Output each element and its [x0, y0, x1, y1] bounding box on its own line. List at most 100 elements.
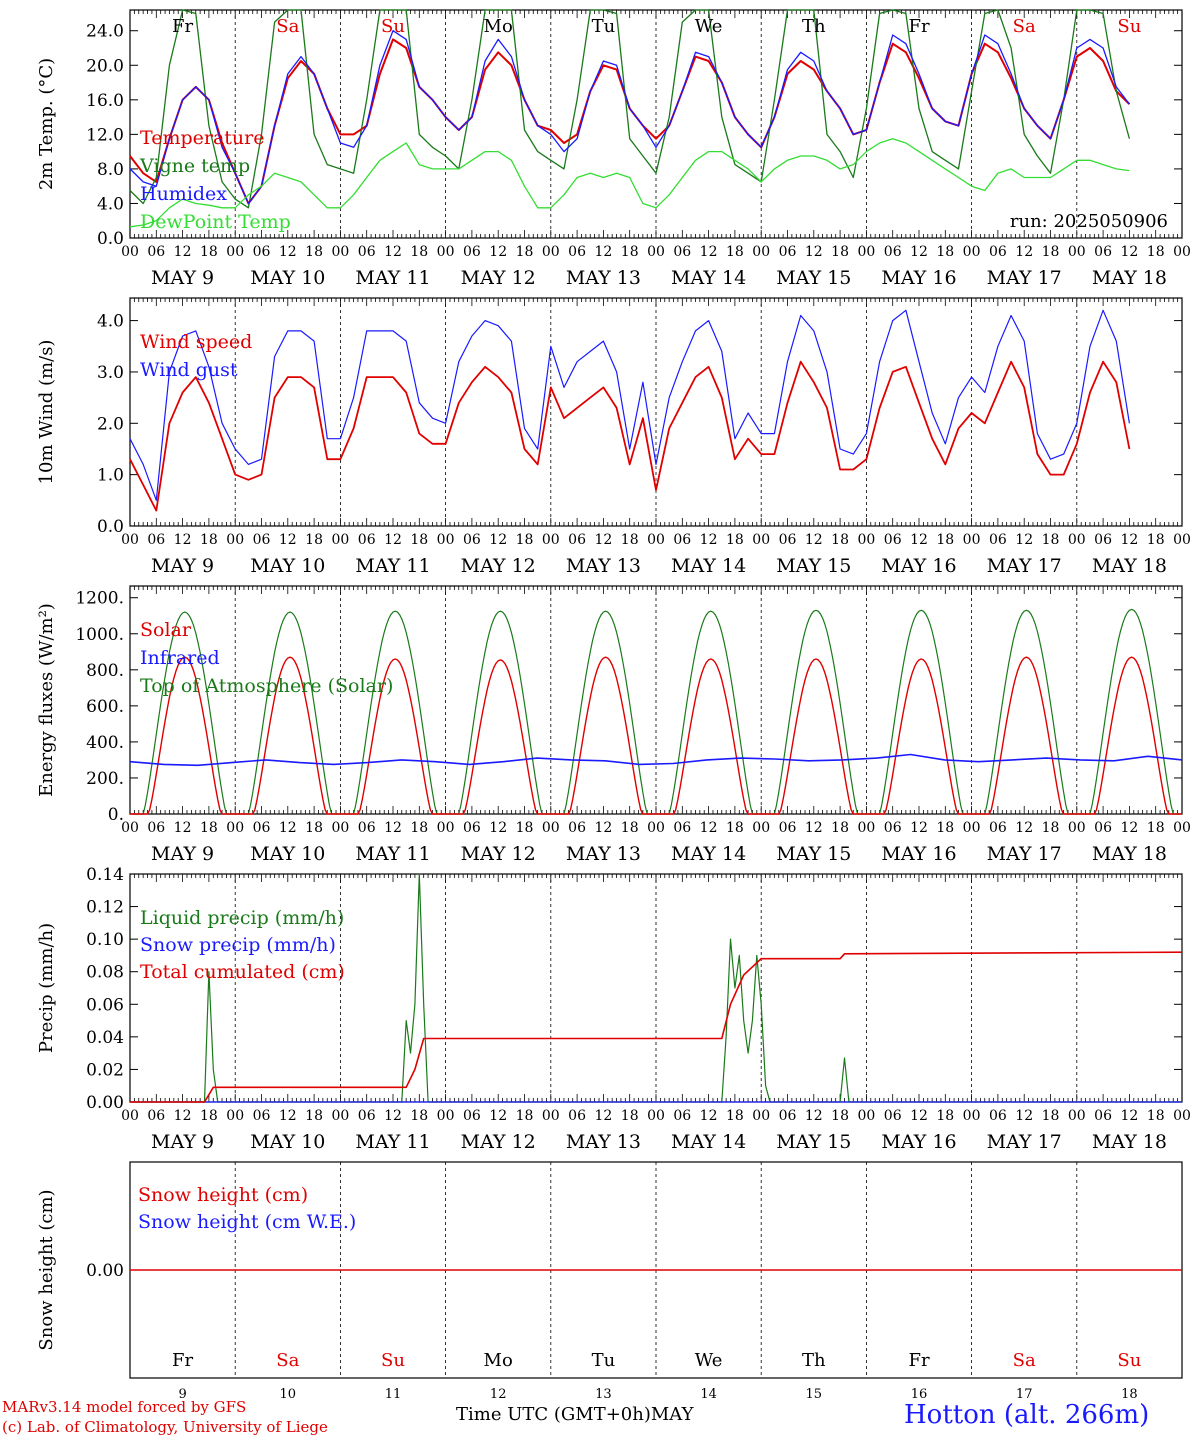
- hour-label: 18: [831, 532, 849, 548]
- date-label: MAY 14: [671, 555, 746, 577]
- hour-label: 00: [857, 820, 875, 836]
- legend-entry: Snow height (cm W.E.): [138, 1211, 356, 1233]
- day-name-top: Sa: [276, 16, 299, 37]
- y-tick-label: 1200.: [75, 589, 124, 609]
- hour-label: 00: [752, 1108, 770, 1124]
- y-tick-label: 0.12: [86, 898, 124, 918]
- y-tick-label: 0.08: [86, 963, 124, 983]
- legend-entry: Snow precip (mm/h): [140, 934, 336, 956]
- hour-label: 18: [1147, 532, 1165, 548]
- y-tick-label: 200.: [86, 769, 124, 789]
- hour-label: 18: [410, 1108, 428, 1124]
- hour-label: 12: [700, 820, 718, 836]
- y-axis-label: Precip (mm/h): [36, 923, 57, 1053]
- date-label: MAY 10: [250, 843, 325, 865]
- hour-label: 12: [594, 820, 612, 836]
- hour-label: 00: [331, 1108, 349, 1124]
- hour-label: 12: [489, 1108, 507, 1124]
- hour-label: 00: [437, 820, 455, 836]
- date-label: MAY 9: [151, 555, 214, 577]
- hour-label: 00: [437, 244, 455, 260]
- legend-entry: Infrared: [140, 647, 220, 669]
- hour-label: 00: [1173, 820, 1191, 836]
- date-label: MAY 10: [250, 267, 325, 289]
- run-annotation: run: 2025050906: [1010, 211, 1168, 232]
- day-number: 11: [385, 1387, 402, 1402]
- hour-label: 00: [1068, 532, 1086, 548]
- day-number: 17: [1016, 1387, 1033, 1402]
- hour-label: 00: [1068, 1108, 1086, 1124]
- hour-label: 00: [121, 244, 139, 260]
- hour-label: 18: [305, 244, 323, 260]
- day-name-bottom: Tu: [592, 1350, 616, 1371]
- hour-label: 18: [1042, 1108, 1060, 1124]
- hour-label: 12: [700, 244, 718, 260]
- date-label: MAY 18: [1092, 267, 1167, 289]
- hour-label: 18: [1147, 820, 1165, 836]
- y-tick-label: 0.0: [97, 517, 124, 537]
- hour-label: 18: [200, 1108, 218, 1124]
- hour-label: 18: [726, 820, 744, 836]
- date-label: MAY 16: [881, 1131, 956, 1153]
- hour-label: 18: [516, 532, 534, 548]
- hour-label: 18: [936, 1108, 954, 1124]
- y-tick-label: 600.: [86, 697, 124, 717]
- y-tick-label: 8.0: [97, 160, 124, 180]
- y-tick-label: 20.0: [86, 56, 124, 76]
- wind-speed-line: [129, 360, 1131, 512]
- y-tick-label: 0.0: [97, 229, 124, 249]
- hour-label: 06: [253, 532, 271, 548]
- date-label: MAY 15: [776, 843, 851, 865]
- hour-label: 00: [542, 244, 560, 260]
- hour-label: 18: [516, 244, 534, 260]
- hour-label: 06: [253, 244, 271, 260]
- y-tick-label: 0.02: [86, 1060, 124, 1080]
- hour-label: 00: [1173, 1108, 1191, 1124]
- hour-label: 06: [463, 532, 481, 548]
- hour-label: 12: [279, 532, 297, 548]
- hour-label: 12: [174, 820, 192, 836]
- hour-label: 06: [673, 244, 691, 260]
- y-tick-label: 3.0: [97, 363, 124, 383]
- date-label: MAY 18: [1092, 843, 1167, 865]
- hour-label: 18: [516, 820, 534, 836]
- hour-label: 00: [1173, 532, 1191, 548]
- hour-label: 00: [1068, 244, 1086, 260]
- hour-label: 18: [305, 820, 323, 836]
- hour-label: 00: [647, 244, 665, 260]
- hour-label: 06: [989, 244, 1007, 260]
- day-name-top: Su: [381, 16, 405, 37]
- date-label: MAY 17: [987, 843, 1062, 865]
- hour-label: 18: [200, 532, 218, 548]
- date-label: MAY 10: [250, 1131, 325, 1153]
- day-number: 10: [280, 1387, 297, 1402]
- legend-entry: Wind speed: [140, 331, 252, 353]
- hour-label: 06: [358, 820, 376, 836]
- x-axis-month: MAY: [650, 1404, 694, 1425]
- hour-label: 00: [963, 532, 981, 548]
- day-name-bottom: Fr: [908, 1350, 929, 1371]
- hour-label: 06: [568, 532, 586, 548]
- hour-label: 18: [1147, 1108, 1165, 1124]
- legend-entry: Liquid precip (mm/h): [140, 907, 344, 929]
- hour-label: 12: [279, 820, 297, 836]
- date-label: MAY 17: [987, 267, 1062, 289]
- date-label: MAY 11: [355, 843, 430, 865]
- day-name-top: Fr: [908, 16, 929, 37]
- hour-label: 00: [1173, 244, 1191, 260]
- x-axis-label: Time UTC (GMT+0h): [456, 1404, 651, 1425]
- hour-label: 00: [647, 820, 665, 836]
- day-number: 14: [700, 1387, 717, 1402]
- hour-label: 12: [910, 820, 928, 836]
- legend-entry: Total cumulated (cm): [140, 961, 345, 983]
- day-name-bottom: Th: [802, 1350, 826, 1371]
- date-label: MAY 18: [1092, 1131, 1167, 1153]
- hour-label: 12: [1015, 532, 1033, 548]
- hour-label: 18: [1042, 244, 1060, 260]
- day-number: 9: [178, 1387, 186, 1402]
- day-number: 12: [490, 1387, 507, 1402]
- hour-label: 12: [594, 1108, 612, 1124]
- y-tick-label: 800.: [86, 661, 124, 681]
- date-label: MAY 12: [461, 1131, 536, 1153]
- hour-label: 00: [437, 1108, 455, 1124]
